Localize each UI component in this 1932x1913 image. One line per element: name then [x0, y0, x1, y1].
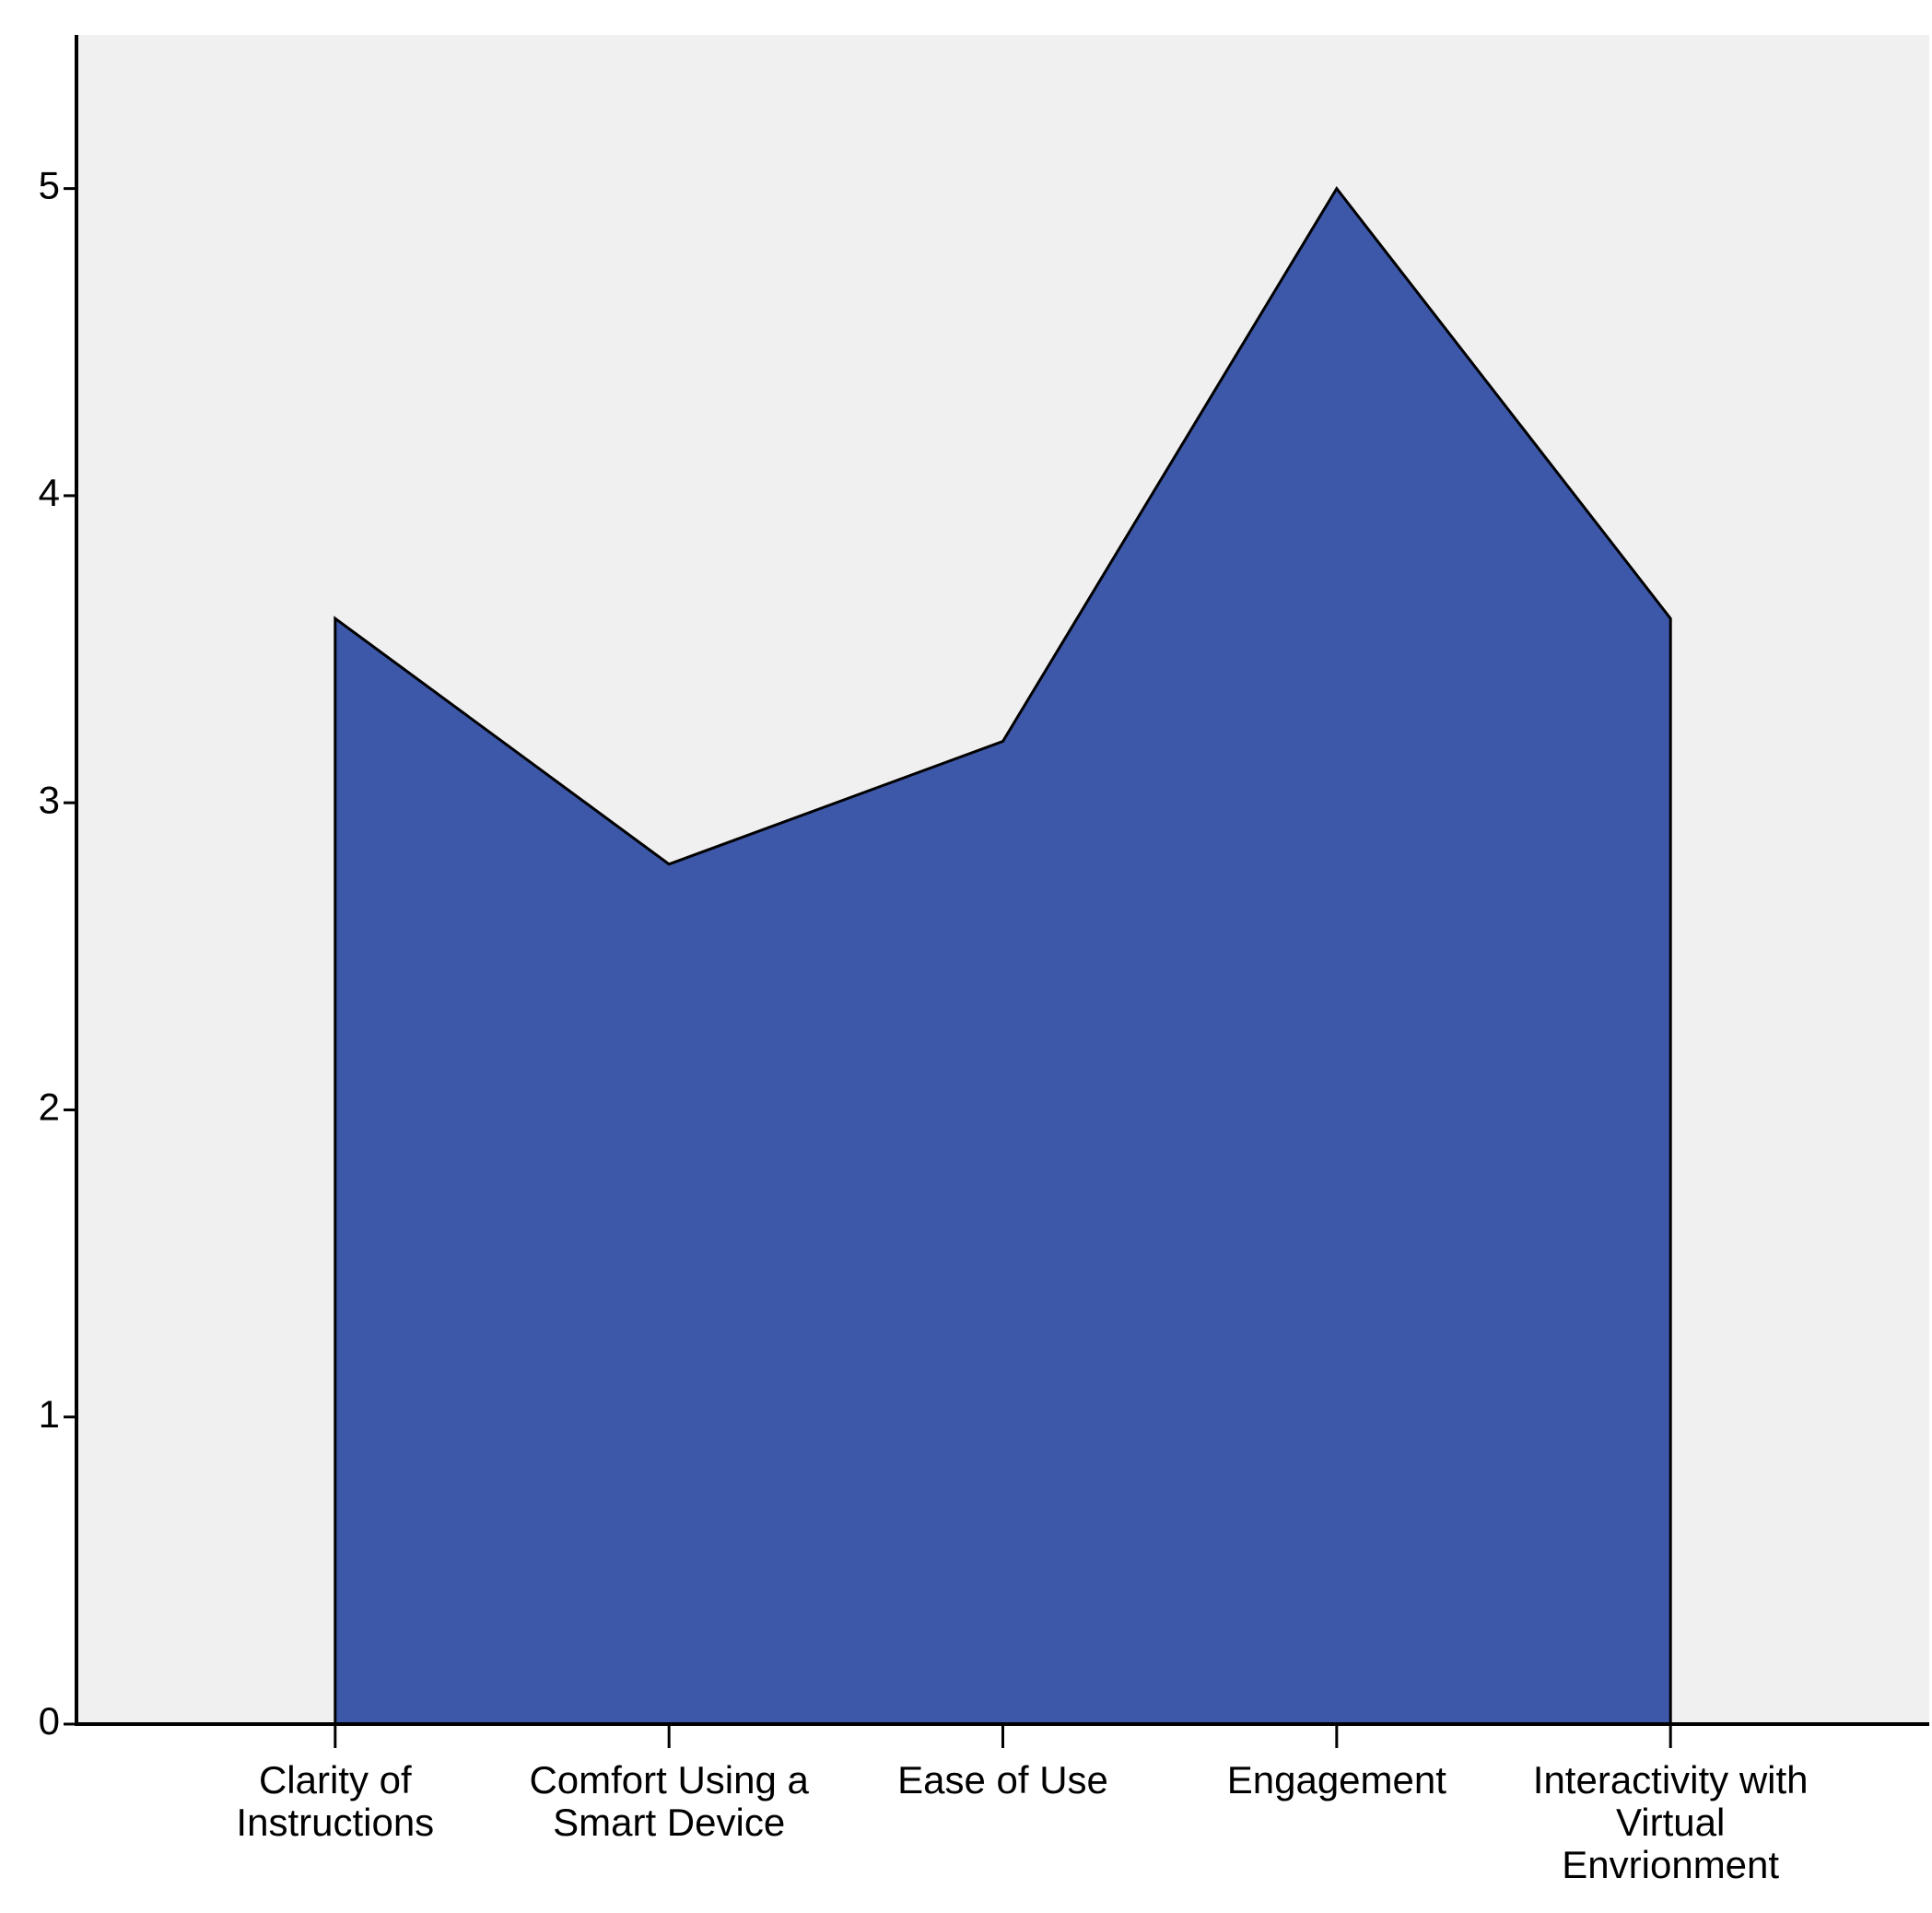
y-tick-label: 5 [39, 164, 60, 207]
y-tick-label: 4 [39, 471, 60, 514]
y-tick-label: 2 [39, 1086, 60, 1129]
y-tick-label: 1 [39, 1392, 60, 1436]
x-tick-label: Engagement [1226, 1758, 1446, 1802]
y-tick-label: 0 [39, 1699, 60, 1743]
x-tick-label: Ease of Use [897, 1758, 1108, 1802]
area-outline [334, 185, 1672, 1724]
y-tick-label: 3 [39, 778, 60, 821]
area [334, 188, 1671, 1725]
x-tick-label: Comfort Using a Smart Device [529, 1758, 809, 1844]
x-tick-label: Interactivity with Virtual Envrionment [1532, 1758, 1809, 1886]
x-tick-label: Clarity of Instructions [236, 1758, 435, 1844]
